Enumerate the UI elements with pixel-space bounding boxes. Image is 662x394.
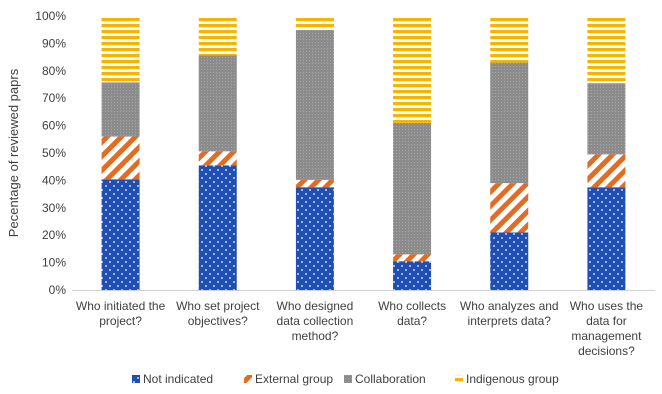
- y-tick-label: 70%: [42, 91, 66, 105]
- x-category-label: Who analyzes and interprets data?: [460, 299, 559, 328]
- bar-segment-indigenous-group: [587, 16, 626, 84]
- y-tick-label: 40%: [42, 173, 66, 187]
- y-tick-label: 90%: [42, 36, 66, 50]
- legend-label-collaboration: Collaboration: [355, 372, 426, 386]
- bar-segment-indigenous-group: [295, 16, 334, 30]
- bar-segment-indigenous-group: [198, 16, 237, 56]
- y-axis-label: Pecentage of reviewed paprs: [6, 68, 21, 237]
- x-category-label: Who uses the data for management decisions?: [570, 299, 644, 358]
- y-tick-label: 80%: [42, 64, 66, 78]
- legend-label-indigenous-group: Indigenous group: [466, 372, 559, 386]
- bar-segment-collaboration: [490, 62, 529, 184]
- bar-segment-indigenous-group: [393, 16, 432, 123]
- bar-segment-collaboration: [198, 55, 237, 152]
- y-tick-label: 100%: [35, 9, 66, 23]
- legend: Not indicated External group Collaboration…: [132, 372, 559, 386]
- x-category-label: Who designed data collection method?: [277, 299, 354, 343]
- bar-segment-indigenous-group: [490, 16, 529, 63]
- bar-segment-external-group: [295, 179, 334, 188]
- y-tick-label: 50%: [42, 146, 66, 160]
- bar-segment-external-group: [490, 183, 529, 233]
- bar-segment-collaboration: [587, 83, 626, 155]
- bar-segment-not-indicated: [490, 232, 529, 290]
- legend-swatch-indigenous-group: [455, 375, 463, 383]
- y-tick-label: 60%: [42, 119, 66, 133]
- x-category-label: Who collects data?: [378, 299, 446, 328]
- legend-label-not-indicated: Not indicated: [143, 372, 213, 386]
- legend-swatch-not-indicated: [132, 375, 140, 383]
- y-tick-label: 30%: [42, 201, 66, 215]
- bar-segment-collaboration: [393, 122, 432, 255]
- bar-segment-not-indicated: [295, 187, 334, 290]
- x-category-label: Who set project objectives?: [176, 299, 260, 328]
- legend-swatch-external-group: [244, 375, 252, 383]
- bar-segment-collaboration: [101, 82, 140, 137]
- y-tick-label: 0%: [49, 283, 67, 297]
- bar-segment-indigenous-group: [101, 16, 140, 83]
- bar-segment-not-indicated: [198, 165, 237, 290]
- bar-segment-external-group: [101, 136, 140, 180]
- x-category-label: Who initiated the project?: [76, 299, 166, 328]
- bar-segment-not-indicated: [101, 179, 140, 290]
- y-axis-ticks: 0% 10% 20% 30% 40% 50% 60% 70% 80% 90% 100%: [35, 9, 66, 297]
- y-tick-label: 10%: [42, 256, 66, 270]
- bar-segment-external-group: [393, 254, 432, 262]
- bar-segment-external-group: [587, 154, 626, 188]
- bar-segment-collaboration: [295, 29, 334, 180]
- x-axis-category-labels: Who initiated the project? Who set project…: [76, 299, 644, 358]
- legend-swatch-collaboration: [344, 375, 352, 383]
- bar-segment-not-indicated: [393, 261, 432, 290]
- bars: [101, 16, 626, 290]
- bar-segment-not-indicated: [587, 187, 626, 290]
- y-tick-label: 20%: [42, 228, 66, 242]
- legend-label-external-group: External group: [255, 372, 333, 386]
- bar-segment-external-group: [198, 151, 237, 166]
